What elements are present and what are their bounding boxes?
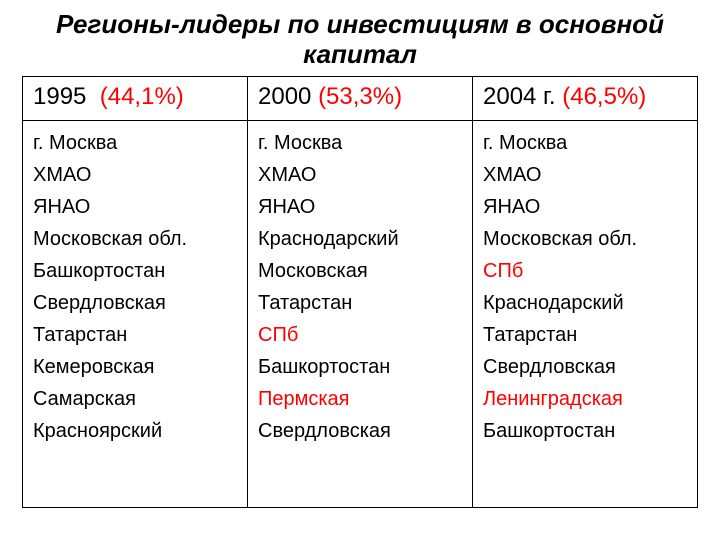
list-item: Самарская — [33, 383, 237, 415]
list-item: ЯНАО — [483, 191, 687, 223]
year-label: 2004 — [483, 83, 536, 110]
page-title: Регионы-лидеры по инвестициям в основной… — [22, 10, 698, 70]
col-header-2000: 2000 (53,3%) — [248, 76, 473, 120]
list-item: ХМАО — [33, 159, 237, 191]
list-item: Кемеровская — [33, 351, 237, 383]
list-item: Краснодарский — [258, 223, 462, 255]
list-item: Московская — [258, 255, 462, 287]
year-suffix: г. — [536, 83, 555, 110]
pct-label: (44,1%) — [100, 83, 184, 110]
list-item: ХМАО — [258, 159, 462, 191]
list-item: Татарстан — [258, 287, 462, 319]
list-item: Свердловская — [483, 351, 687, 383]
col-header-1995: 1995 (44,1%) — [23, 76, 248, 120]
table-row: г. МоскваХМАОЯНАОМосковская обл.Башкорто… — [23, 120, 698, 507]
cell-2004: г. МоскваХМАОЯНАОМосковская обл.СПбКрасн… — [473, 120, 698, 507]
list-item: Свердловская — [258, 415, 462, 447]
list-item: ХМАО — [483, 159, 687, 191]
list-item: г. Москва — [483, 127, 687, 159]
table-header-row: 1995 (44,1%) 2000 (53,3%) 2004 г. (46,5%… — [23, 76, 698, 120]
list-item: СПб — [258, 319, 462, 351]
list-item: Башкортостан — [483, 415, 687, 447]
list-item: Татарстан — [483, 319, 687, 351]
page: Регионы-лидеры по инвестициям в основной… — [0, 0, 720, 540]
list-item: Башкортостан — [258, 351, 462, 383]
cell-1995: г. МоскваХМАОЯНАОМосковская обл.Башкорто… — [23, 120, 248, 507]
year-label: 1995 — [33, 83, 86, 110]
list-item: СПб — [483, 255, 687, 287]
investment-table: 1995 (44,1%) 2000 (53,3%) 2004 г. (46,5%… — [22, 76, 698, 508]
list-item: Пермская — [258, 383, 462, 415]
list-item: Московская обл. — [33, 223, 237, 255]
list-item: Красноярский — [33, 415, 237, 447]
list-item: Башкортостан — [33, 255, 237, 287]
pct-label: (53,3%) — [318, 83, 402, 110]
list-item: Татарстан — [33, 319, 237, 351]
cell-2000: г. МоскваХМАОЯНАОКраснодарскийМосковская… — [248, 120, 473, 507]
list-item: Краснодарский — [483, 287, 687, 319]
list-item: г. Москва — [33, 127, 237, 159]
list-item: Ленинградская — [483, 383, 687, 415]
list-item: г. Москва — [258, 127, 462, 159]
year-label: 2000 — [258, 83, 311, 110]
list-item: ЯНАО — [33, 191, 237, 223]
list-item: Московская обл. — [483, 223, 687, 255]
list-item: Свердловская — [33, 287, 237, 319]
list-item: ЯНАО — [258, 191, 462, 223]
pct-label: (46,5%) — [562, 83, 646, 110]
col-header-2004: 2004 г. (46,5%) — [473, 76, 698, 120]
